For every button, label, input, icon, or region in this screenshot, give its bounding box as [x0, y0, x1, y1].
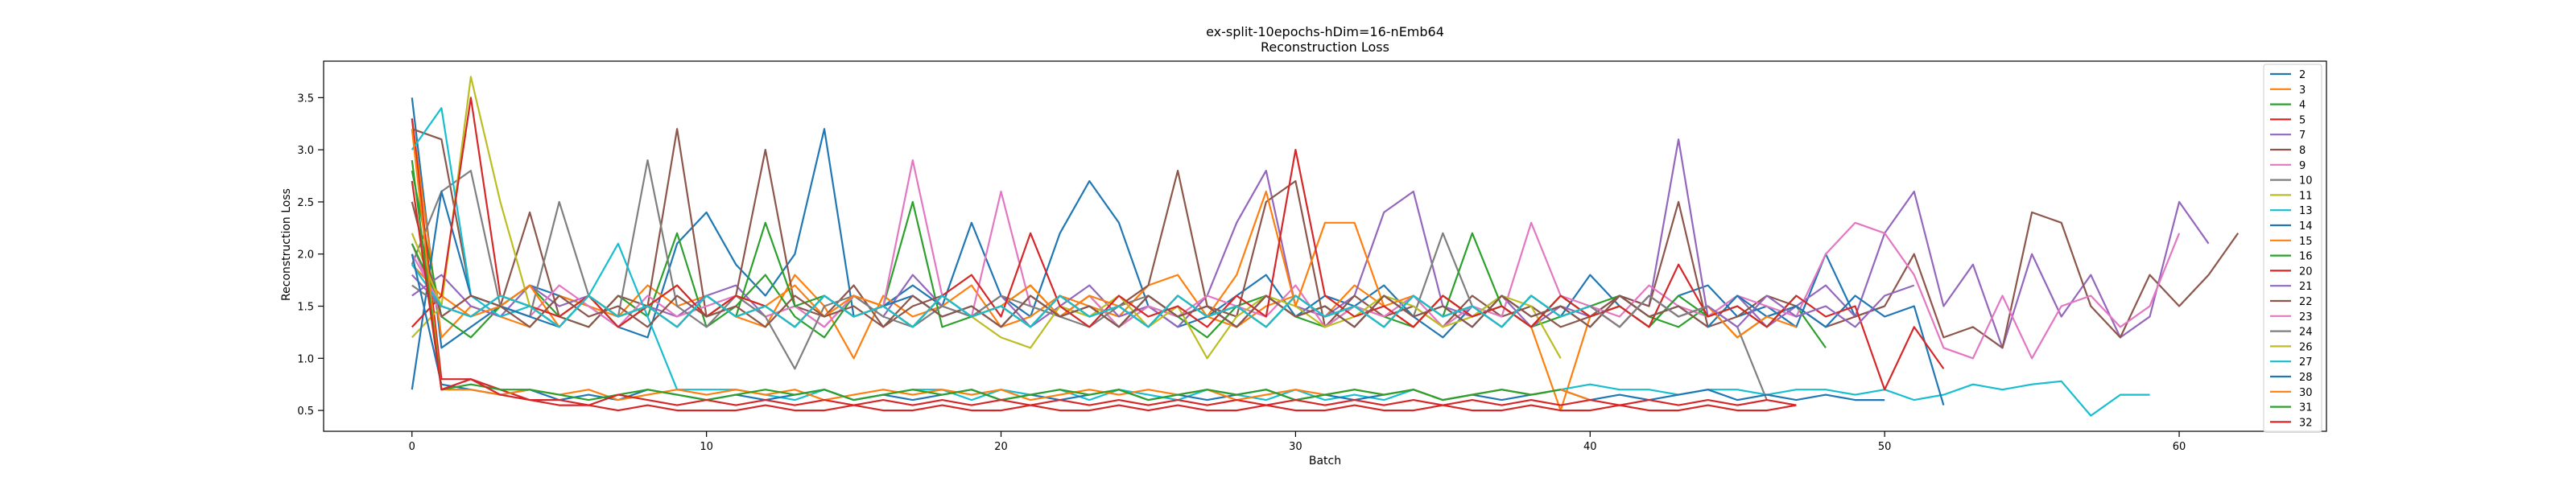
series-line-20 [411, 97, 1945, 391]
y-axis-label: Reconstruction Loss [280, 188, 293, 301]
legend-label-10: 10 [2299, 175, 2313, 187]
legend-label-14: 14 [2299, 220, 2313, 233]
x-tick-label: 50 [1878, 441, 1892, 453]
series-line-3 [411, 118, 1591, 412]
legend-label-27: 27 [2299, 356, 2313, 369]
series-line-5 [411, 118, 1797, 412]
legend-label-16: 16 [2299, 251, 2313, 263]
x-tick-label: 60 [2173, 441, 2186, 453]
legend-label-24: 24 [2299, 327, 2313, 339]
y-tick-label: 0.5 [297, 406, 314, 418]
y-tick-label: 2.0 [297, 249, 314, 262]
legend: 2345789101113141516202122232426272830313… [2263, 64, 2322, 433]
x-tick-label: 30 [1289, 441, 1302, 453]
legend-label-20: 20 [2299, 266, 2313, 278]
x-axis-label: Batch [1309, 455, 1341, 467]
y-tick-label: 1.0 [297, 353, 314, 365]
series-line-8 [411, 128, 2240, 349]
legend-label-5: 5 [2299, 114, 2306, 126]
series-line-14 [411, 190, 1945, 406]
legend-label-23: 23 [2299, 311, 2313, 323]
series-line-32 [411, 180, 1797, 406]
y-tick-label: 1.5 [297, 302, 314, 314]
x-tick-label: 10 [700, 441, 713, 453]
legend-label-2: 2 [2299, 69, 2306, 81]
legend-label-22: 22 [2299, 296, 2313, 308]
legend-label-13: 13 [2299, 205, 2313, 217]
legend-label-7: 7 [2299, 130, 2306, 142]
series-line-26 [411, 233, 1591, 328]
x-tick-label: 0 [409, 441, 415, 453]
legend-label-31: 31 [2299, 402, 2313, 414]
legend-label-28: 28 [2299, 372, 2313, 384]
legend-label-8: 8 [2299, 145, 2306, 157]
x-tick-label: 40 [1583, 441, 1597, 453]
legend-label-26: 26 [2299, 341, 2313, 353]
series-line-30 [411, 129, 1591, 402]
plot-frame [323, 60, 2327, 432]
legend-label-15: 15 [2299, 236, 2313, 248]
chart-title: ex-split-10epochs-hDim=16-nEmb64 [1206, 24, 1444, 39]
series-line-27 [411, 264, 1591, 328]
y-tick-label: 3.5 [297, 93, 314, 105]
legend-label-30: 30 [2299, 387, 2313, 399]
y-tick-label: 3.0 [297, 145, 314, 157]
legend-label-21: 21 [2299, 281, 2313, 293]
legend-label-3: 3 [2299, 84, 2306, 97]
series-line-9 [411, 159, 2181, 360]
legend-label-4: 4 [2299, 100, 2306, 112]
y-tick-label: 2.5 [297, 197, 314, 209]
plot-area [411, 76, 2240, 417]
series-line-10 [411, 159, 1768, 401]
axes: 0 10 20 30 40 50 60 0.5 1.0 1.5 2.0 2.5 3.0 3.5 [297, 60, 2327, 453]
series-line-31 [411, 159, 1561, 402]
x-tick-label: 20 [994, 441, 1008, 453]
legend-label-9: 9 [2299, 160, 2306, 172]
chart-subtitle: Reconstruction Loss [1261, 39, 1389, 55]
legend-box [2263, 64, 2322, 433]
legend-label-11: 11 [2299, 190, 2313, 202]
legend-label-32: 32 [2299, 417, 2313, 429]
